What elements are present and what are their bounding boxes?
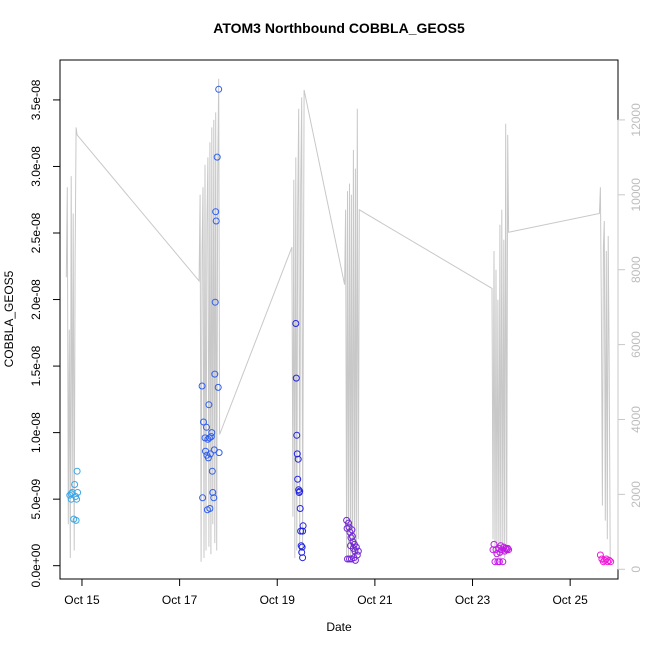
data-point	[299, 554, 307, 562]
data-point	[72, 516, 80, 524]
x-tick-label: Oct 23	[455, 593, 491, 607]
data-point	[211, 370, 219, 378]
data-point	[604, 558, 612, 566]
data-point	[208, 429, 216, 437]
data-point	[298, 543, 306, 551]
data-point	[211, 298, 219, 306]
data-point	[73, 467, 81, 475]
data-point	[212, 217, 220, 225]
x-axis: Oct 15 Oct 17 Oct 19 Oct 21 Oct 23 Oct 25	[64, 578, 588, 607]
data-point	[204, 454, 212, 462]
data-point	[212, 208, 220, 216]
data-point	[200, 418, 207, 426]
data-point	[203, 423, 210, 431]
data-point	[503, 546, 511, 554]
data-point	[596, 551, 604, 559]
y2-tick-label: 0	[629, 566, 643, 573]
data-point	[299, 527, 307, 535]
data-point	[344, 555, 351, 563]
data-point	[292, 374, 300, 382]
data-point	[198, 382, 206, 390]
data-point	[199, 494, 207, 502]
data-point	[298, 548, 306, 556]
x-axis-label: Date	[326, 620, 352, 634]
y2-tick-label: 2000	[629, 481, 643, 508]
chart-title: ATOM3 Northbound COBBLA_GEOS5	[213, 20, 465, 36]
y-tick-label: 3.5e-08	[29, 79, 43, 120]
data-point	[214, 383, 222, 391]
data-point	[491, 558, 499, 566]
data-point	[207, 433, 215, 441]
data-point	[348, 532, 356, 540]
data-point	[215, 449, 223, 457]
data-point	[605, 556, 613, 564]
data-point	[73, 495, 81, 503]
y2-tick-label: 4000	[629, 406, 643, 433]
y-tick-label: 2.5e-08	[29, 212, 43, 253]
data-point	[213, 153, 221, 161]
data-point	[495, 558, 503, 566]
data-point	[352, 543, 360, 551]
data-points-layer	[66, 85, 615, 566]
data-point	[297, 542, 305, 550]
x-tick-label: Oct 19	[260, 593, 296, 607]
data-point	[293, 431, 301, 439]
y-tick-label: 3.0e-08	[29, 146, 43, 187]
data-point	[292, 320, 300, 327]
data-point	[504, 544, 512, 552]
data-point	[206, 505, 214, 512]
y2-axis: 0 2000 4000 6000 8000 10000 12000	[617, 103, 643, 573]
data-point	[505, 546, 513, 554]
data-point	[215, 85, 223, 93]
data-point	[206, 450, 214, 458]
data-point	[205, 401, 213, 409]
data-point	[210, 494, 218, 502]
data-point	[67, 490, 75, 498]
data-point	[353, 551, 361, 559]
data-point	[347, 534, 355, 542]
data-point	[68, 489, 76, 496]
y2-tick-label: 6000	[629, 331, 643, 358]
y-axis: 0.0e+00 5.0e-09 1.0e-08 1.5e-08 2.0e-08 2.5e-…	[29, 79, 61, 588]
y-tick-label: 0.0e+00	[29, 544, 43, 588]
x-tick-label: Oct 17	[162, 593, 198, 607]
data-point	[294, 475, 302, 483]
altitude-line-layer	[65, 78, 611, 562]
altitude-line	[65, 78, 611, 562]
y2-tick-label: 12000	[629, 103, 643, 137]
data-point	[354, 547, 362, 555]
y-tick-label: 1.5e-08	[29, 345, 43, 386]
y-axis-label: COBBLA_GEOS5	[2, 270, 16, 367]
data-point	[345, 519, 352, 527]
x-tick-label: Oct 25	[552, 593, 588, 607]
data-point	[607, 558, 615, 566]
x-tick-label: Oct 15	[64, 593, 100, 607]
data-point	[209, 489, 217, 496]
data-point	[295, 486, 303, 494]
y2-tick-label: 10000	[629, 178, 643, 212]
x-tick-label: Oct 21	[357, 593, 393, 607]
data-point	[208, 467, 216, 475]
data-point	[299, 522, 307, 530]
y-tick-label: 1.0e-08	[29, 412, 43, 453]
data-point	[294, 455, 302, 463]
y-tick-label: 5.0e-09	[29, 478, 43, 519]
data-point	[348, 526, 356, 534]
data-point	[296, 487, 304, 495]
data-point	[293, 450, 301, 458]
plot-frame	[59, 59, 619, 580]
data-point	[71, 481, 79, 488]
data-point	[499, 558, 507, 566]
data-point	[296, 505, 304, 512]
y2-tick-label: 8000	[629, 256, 643, 283]
data-point	[74, 489, 82, 496]
y-tick-label: 2.0e-08	[29, 279, 43, 320]
